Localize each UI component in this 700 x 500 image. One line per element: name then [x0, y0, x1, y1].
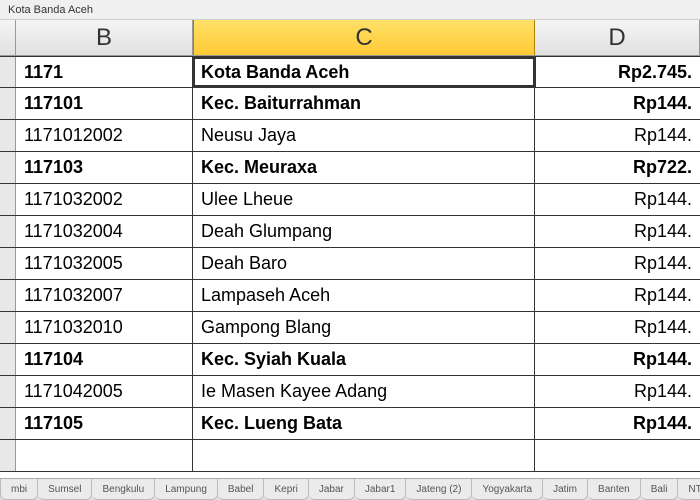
- sheet-tab[interactable]: Sumsel: [38, 479, 92, 500]
- sheet-tab[interactable]: Bengkulu: [92, 479, 155, 500]
- table-row: [0, 440, 700, 472]
- cell-name[interactable]: Deah Glumpang: [193, 216, 535, 247]
- row-header-stub[interactable]: [0, 88, 16, 119]
- sheet-tab[interactable]: Lampung: [155, 479, 218, 500]
- table-row: 1171042005Ie Masen Kayee AdangRp144.: [0, 376, 700, 408]
- sheet-tab[interactable]: Kepri: [264, 479, 308, 500]
- cell-code[interactable]: 1171: [16, 57, 193, 87]
- cell-code[interactable]: 1171032010: [16, 312, 193, 343]
- cell-amount[interactable]: Rp144.: [535, 280, 700, 311]
- table-row: 117105Kec. Lueng BataRp144.: [0, 408, 700, 440]
- cell-name[interactable]: Neusu Jaya: [193, 120, 535, 151]
- sheet-tab[interactable]: Yogyakarta: [472, 479, 543, 500]
- cell-code[interactable]: 117105: [16, 408, 193, 439]
- sheet-tab[interactable]: mbi: [0, 479, 38, 500]
- sheet-tab[interactable]: Babel: [218, 479, 265, 500]
- cell-code[interactable]: 1171032002: [16, 184, 193, 215]
- table-row: 117103Kec. MeuraxaRp722.: [0, 152, 700, 184]
- cell-name[interactable]: Deah Baro: [193, 248, 535, 279]
- cell-name[interactable]: Kec. Lueng Bata: [193, 408, 535, 439]
- table-row: 1171032002Ulee LheueRp144.: [0, 184, 700, 216]
- cell-amount[interactable]: [535, 440, 700, 471]
- cell-amount[interactable]: Rp144.: [535, 408, 700, 439]
- sheet-tab[interactable]: NTB: [678, 479, 700, 500]
- cell-name[interactable]: [193, 440, 535, 471]
- table-row: 1171Kota Banda AcehRp2.745.: [0, 56, 700, 88]
- row-header-stub[interactable]: [0, 120, 16, 151]
- row-header-stub[interactable]: [0, 184, 16, 215]
- cell-amount[interactable]: Rp144.: [535, 312, 700, 343]
- table-row: 117101Kec. BaiturrahmanRp144.: [0, 88, 700, 120]
- row-column-corner[interactable]: [0, 20, 16, 55]
- cell-code[interactable]: 117103: [16, 152, 193, 183]
- formula-bar-text: Kota Banda Aceh: [8, 4, 93, 16]
- cell-name[interactable]: Kec. Syiah Kuala: [193, 344, 535, 375]
- cell-amount[interactable]: Rp144.: [535, 88, 700, 119]
- formula-bar[interactable]: Kota Banda Aceh: [0, 0, 700, 20]
- cell-amount[interactable]: Rp144.: [535, 248, 700, 279]
- cell-amount[interactable]: Rp144.: [535, 344, 700, 375]
- row-header-stub[interactable]: [0, 440, 16, 471]
- row-header-stub[interactable]: [0, 344, 16, 375]
- sheet-tab[interactable]: Jabar: [309, 479, 355, 500]
- sheet-tab[interactable]: Bali: [641, 479, 679, 500]
- sheet-tab[interactable]: Banten: [588, 479, 641, 500]
- cell-code[interactable]: 1171032005: [16, 248, 193, 279]
- column-header-b[interactable]: B: [16, 20, 193, 55]
- cell-amount[interactable]: Rp144.: [535, 120, 700, 151]
- table-row: 1171032005Deah BaroRp144.: [0, 248, 700, 280]
- cell-code[interactable]: 1171032004: [16, 216, 193, 247]
- column-headers-row: B C D: [0, 20, 700, 56]
- table-row: 117104Kec. Syiah KualaRp144.: [0, 344, 700, 376]
- cell-name[interactable]: Ie Masen Kayee Adang: [193, 376, 535, 407]
- cell-amount[interactable]: Rp722.: [535, 152, 700, 183]
- sheet-tab[interactable]: Jatim: [543, 479, 588, 500]
- cell-code[interactable]: 1171012002: [16, 120, 193, 151]
- cell-name[interactable]: Kec. Baiturrahman: [193, 88, 535, 119]
- cell-code[interactable]: 117101: [16, 88, 193, 119]
- row-header-stub[interactable]: [0, 152, 16, 183]
- table-row: 1171032007Lampaseh AcehRp144.: [0, 280, 700, 312]
- table-row: 1171012002Neusu JayaRp144.: [0, 120, 700, 152]
- cell-amount[interactable]: Rp144.: [535, 184, 700, 215]
- row-header-stub[interactable]: [0, 312, 16, 343]
- cell-code[interactable]: 117104: [16, 344, 193, 375]
- cell-name[interactable]: Gampong Blang: [193, 312, 535, 343]
- table-row: 1171032004Deah GlumpangRp144.: [0, 216, 700, 248]
- row-header-stub[interactable]: [0, 216, 16, 247]
- cell-amount[interactable]: Rp144.: [535, 376, 700, 407]
- cell-code[interactable]: 1171042005: [16, 376, 193, 407]
- cell-code[interactable]: 1171032007: [16, 280, 193, 311]
- sheet-tab[interactable]: Jateng (2): [406, 479, 472, 500]
- spreadsheet-grid: B C D 1171Kota Banda AcehRp2.745.117101K…: [0, 20, 700, 478]
- row-header-stub[interactable]: [0, 57, 16, 87]
- cell-amount[interactable]: Rp2.745.: [535, 57, 700, 87]
- grid-body: 1171Kota Banda AcehRp2.745.117101Kec. Ba…: [0, 56, 700, 472]
- cell-name[interactable]: Kota Banda Aceh: [193, 57, 535, 87]
- cell-name[interactable]: Lampaseh Aceh: [193, 280, 535, 311]
- row-header-stub[interactable]: [0, 408, 16, 439]
- sheet-tab[interactable]: Jabar1: [355, 479, 407, 500]
- cell-amount[interactable]: Rp144.: [535, 216, 700, 247]
- row-header-stub[interactable]: [0, 376, 16, 407]
- cell-name[interactable]: Kec. Meuraxa: [193, 152, 535, 183]
- table-row: 1171032010Gampong BlangRp144.: [0, 312, 700, 344]
- column-header-c[interactable]: C: [193, 20, 535, 55]
- sheet-tabs-bar: mbiSumselBengkuluLampungBabelKepriJabarJ…: [0, 478, 700, 500]
- row-header-stub[interactable]: [0, 248, 16, 279]
- column-header-d[interactable]: D: [535, 20, 700, 55]
- row-header-stub[interactable]: [0, 280, 16, 311]
- cell-code[interactable]: [16, 440, 193, 471]
- cell-name[interactable]: Ulee Lheue: [193, 184, 535, 215]
